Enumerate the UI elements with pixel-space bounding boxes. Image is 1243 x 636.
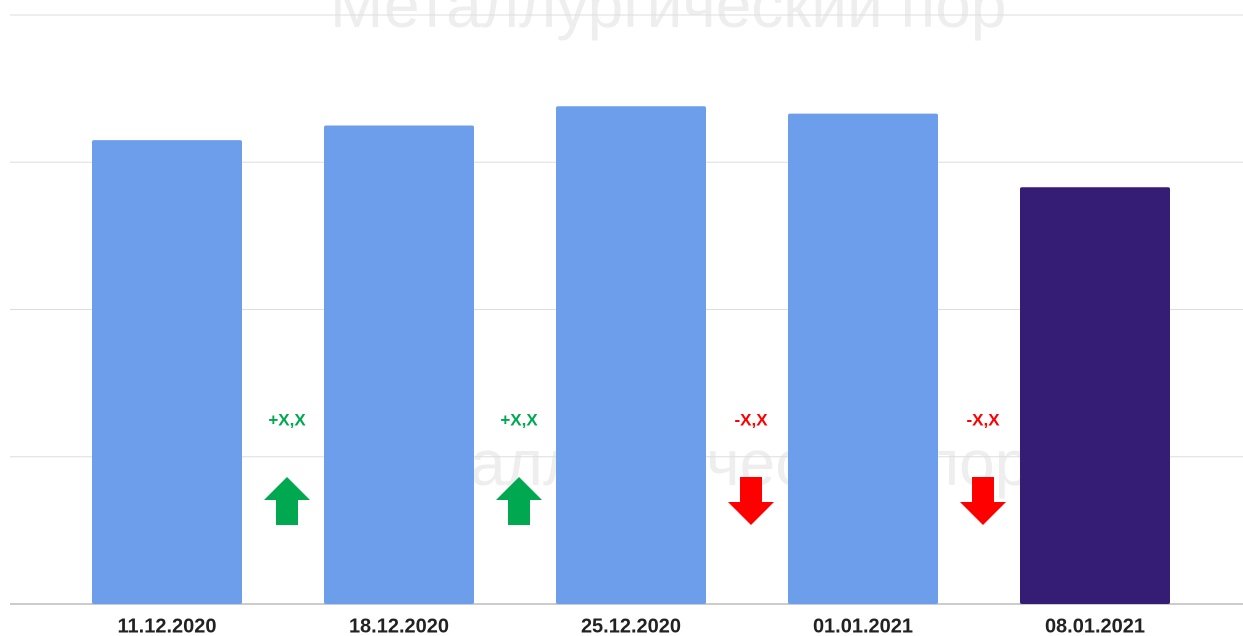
bar (788, 113, 938, 604)
change-label: +X,X (500, 410, 538, 429)
x-tick-label: 08.01.2021 (1045, 615, 1145, 636)
bar (556, 106, 706, 605)
change-arrow (960, 477, 1006, 525)
bar (1020, 187, 1170, 604)
change-label: -X,X (734, 410, 768, 429)
bar (324, 125, 474, 604)
x-tick-label: 11.12.2020 (118, 615, 217, 636)
bar (92, 140, 242, 604)
change-label: +X,X (268, 410, 306, 429)
watermark: Металлургический пор (330, 0, 1006, 41)
change-arrow (264, 477, 310, 525)
x-tick-label: 25.12.2020 (581, 615, 681, 636)
change-arrow (728, 477, 774, 525)
x-tick-label: 01.01.2021 (813, 615, 913, 636)
x-tick-label: 18.12.2020 (349, 615, 449, 636)
change-arrow (496, 477, 542, 525)
change-label: -X,X (966, 410, 1000, 429)
